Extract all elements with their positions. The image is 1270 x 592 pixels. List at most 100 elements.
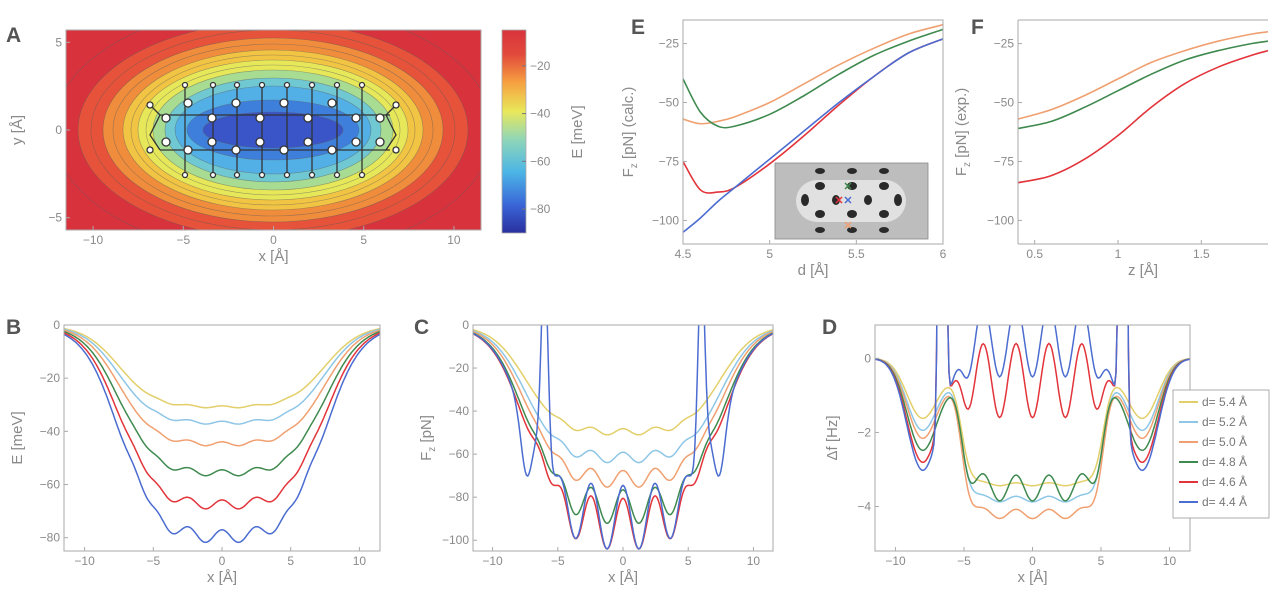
series-line-d_5_0 — [473, 331, 773, 488]
series-line-d_5_2 — [875, 358, 1190, 503]
y-tick-label: −75 — [994, 154, 1015, 168]
panel-a: −10 −5 0 5 10 −5 0 5 x [Å] y [Å] −20 −40 −60 −80 E [me… — [9, 29, 586, 265]
axes-frame-c — [472, 324, 774, 552]
series-line-d_4_8 — [1018, 40, 1268, 130]
x-tick-label: −5 — [957, 554, 971, 568]
molecule-overlay — [149, 85, 397, 175]
panel-letter-b: B — [6, 316, 21, 339]
x-tick-label: −10 — [482, 554, 503, 568]
legend-label: d= 5.2 Å — [1202, 414, 1247, 429]
y-tick-label: −20 — [449, 361, 470, 375]
series-line-d_5_2 — [64, 328, 380, 425]
series-line-d_4_8 — [473, 332, 773, 525]
legend-label: d= 4.8 Å — [1202, 454, 1247, 469]
y-tick-label: −2 — [857, 425, 871, 439]
x-tick-label: −5 — [551, 554, 565, 568]
axes-f-ticks: 0.5 1 1.5 −25 −50 −75 −100 z [Å] Fz [pN] (exp.) — [953, 37, 1210, 279]
y-tick-label: −40 — [449, 404, 470, 418]
series-line-d_5_0 — [64, 329, 380, 447]
x-axis-label: z [Å] — [1128, 262, 1158, 279]
y-tick-label: −80 — [40, 531, 61, 545]
x-tick-label: 0 — [1029, 554, 1036, 568]
panel-e: 4.5 5 5.5 6 −25 −50 −75 −100 d [Å] Fz [pN] (calc.… — [620, 19, 947, 279]
x-tick-label: 1 — [1115, 247, 1122, 261]
y-axis-label: E [meV] — [9, 411, 26, 464]
series-line-d_4_4 — [875, 325, 1190, 472]
legend-label: d= 5.0 Å — [1202, 434, 1247, 449]
series-line-d_5_0 — [683, 23, 943, 125]
legend-box — [1172, 389, 1270, 519]
x-tick-label: 10 — [747, 554, 761, 568]
series-line-d_4_8 — [683, 28, 943, 129]
panel-letter-a: A — [6, 24, 21, 47]
series-line-d_5_4 — [473, 328, 773, 436]
series-line-d_5_4 — [64, 327, 380, 409]
colorbar-tick-label: −80 — [530, 202, 551, 216]
legend-label: d= 5.4 Å — [1202, 394, 1247, 409]
y-tick-label: −100 — [442, 533, 469, 547]
afm-inset — [774, 162, 929, 240]
legend-label: d= 4.4 Å — [1202, 494, 1247, 509]
y-tick-label: −4 — [857, 500, 871, 514]
x-tick-label: 0 — [270, 233, 277, 247]
x-tick-label: 0 — [219, 554, 226, 568]
x-tick-label: −10 — [885, 554, 906, 568]
x-axis-label: x [Å] — [608, 569, 638, 586]
x-tick-label: 10 — [447, 233, 461, 247]
y-axis-label: Δf [Hz] — [824, 415, 841, 460]
plot-f-lines — [1018, 31, 1268, 184]
panel-c: −10 −5 0 5 10 0 −20 −40 −60 −80 −100 x [Å] Fz [pN] — [418, 318, 774, 586]
plot-d-lines — [875, 325, 1190, 520]
series-line-d_4_6 — [1018, 49, 1268, 184]
x-tick-label: 0.5 — [1026, 247, 1043, 261]
y-tick-label: 0 — [864, 351, 871, 365]
x-axis-label: x [Å] — [207, 569, 237, 586]
molecule-atoms — [146, 81, 400, 179]
series-line-d_5_4 — [875, 358, 1190, 487]
y-tick-label: 0 — [53, 318, 60, 332]
axes-c-ticks: −10 −5 0 5 10 0 −20 −40 −60 −80 −100 x [Å] Fz [pN] — [418, 318, 760, 586]
series-line-d_5_2 — [473, 330, 773, 464]
panel-letter-f: F — [971, 16, 984, 39]
x-tick-label: −10 — [83, 233, 104, 247]
y-tick-label: −25 — [659, 37, 680, 51]
x-tick-label: 4.5 — [675, 247, 692, 261]
series-line-d_4_4 — [64, 333, 380, 544]
axes-a-ticks: −10 −5 0 5 10 −5 0 5 x [Å] y [Å] −20 −40 −60 −80 E [me… — [9, 35, 586, 265]
y-tick-label: −75 — [659, 154, 680, 168]
axes-d-ticks: −10 −5 0 5 10 0 −2 −4 x [Å] Δf [Hz] — [824, 351, 1176, 586]
axes-b-ticks: −10 −5 0 5 10 0 −20 −40 −60 −80 x [Å] E [meV] — [9, 318, 366, 586]
x-axis-label: x [Å] — [258, 248, 288, 265]
series-line-d_4_4 — [473, 325, 773, 550]
series-line-d_4_8 — [64, 330, 380, 477]
x-tick-label: 0 — [620, 554, 627, 568]
series-line-d_5_0 — [875, 358, 1190, 520]
y-tick-label: −50 — [659, 96, 680, 110]
x-tick-label: 5 — [766, 247, 773, 261]
axes-e-ticks: 4.5 5 5.5 6 −25 −50 −75 −100 d [Å] Fz [pN] (calc.… — [620, 37, 947, 279]
inset-markers — [835, 182, 852, 229]
x-tick-label: 5 — [685, 554, 692, 568]
legend: d= 5.4 Å d= 5.2 Å d= 5.0 Å d= 4.8 Å d= 4.6 Å… — [1172, 389, 1270, 519]
x-tick-label: −5 — [146, 554, 160, 568]
colorbar-tick-label: −40 — [530, 107, 551, 121]
x-tick-label: 5 — [287, 554, 294, 568]
y-axis-label: Fz [pN] (exp.) — [953, 88, 973, 176]
panel-f: 0.5 1 1.5 −25 −50 −75 −100 z [Å] Fz [pN] (exp.) — [953, 19, 1268, 279]
colorbar-label: E [meV] — [569, 105, 586, 158]
x-tick-label: 1.5 — [1193, 247, 1210, 261]
x-tick-label: 10 — [353, 554, 367, 568]
y-tick-label: −100 — [652, 213, 679, 227]
y-tick-label: −20 — [40, 371, 61, 385]
x-tick-label: 6 — [940, 247, 947, 261]
y-tick-label: 5 — [55, 35, 62, 49]
y-axis-label: Fz [pN] (calc.) — [620, 87, 640, 178]
axes-frame-e — [682, 19, 944, 245]
y-tick-label: −60 — [449, 447, 470, 461]
series-line-d_4_6 — [64, 332, 380, 510]
y-tick-label: −100 — [987, 213, 1014, 227]
series-line-d_4_8 — [875, 358, 1190, 502]
panel-b: −10 −5 0 5 10 0 −20 −40 −60 −80 x [Å] E [meV] — [9, 318, 381, 586]
series-line-d_4_4 — [683, 38, 943, 233]
